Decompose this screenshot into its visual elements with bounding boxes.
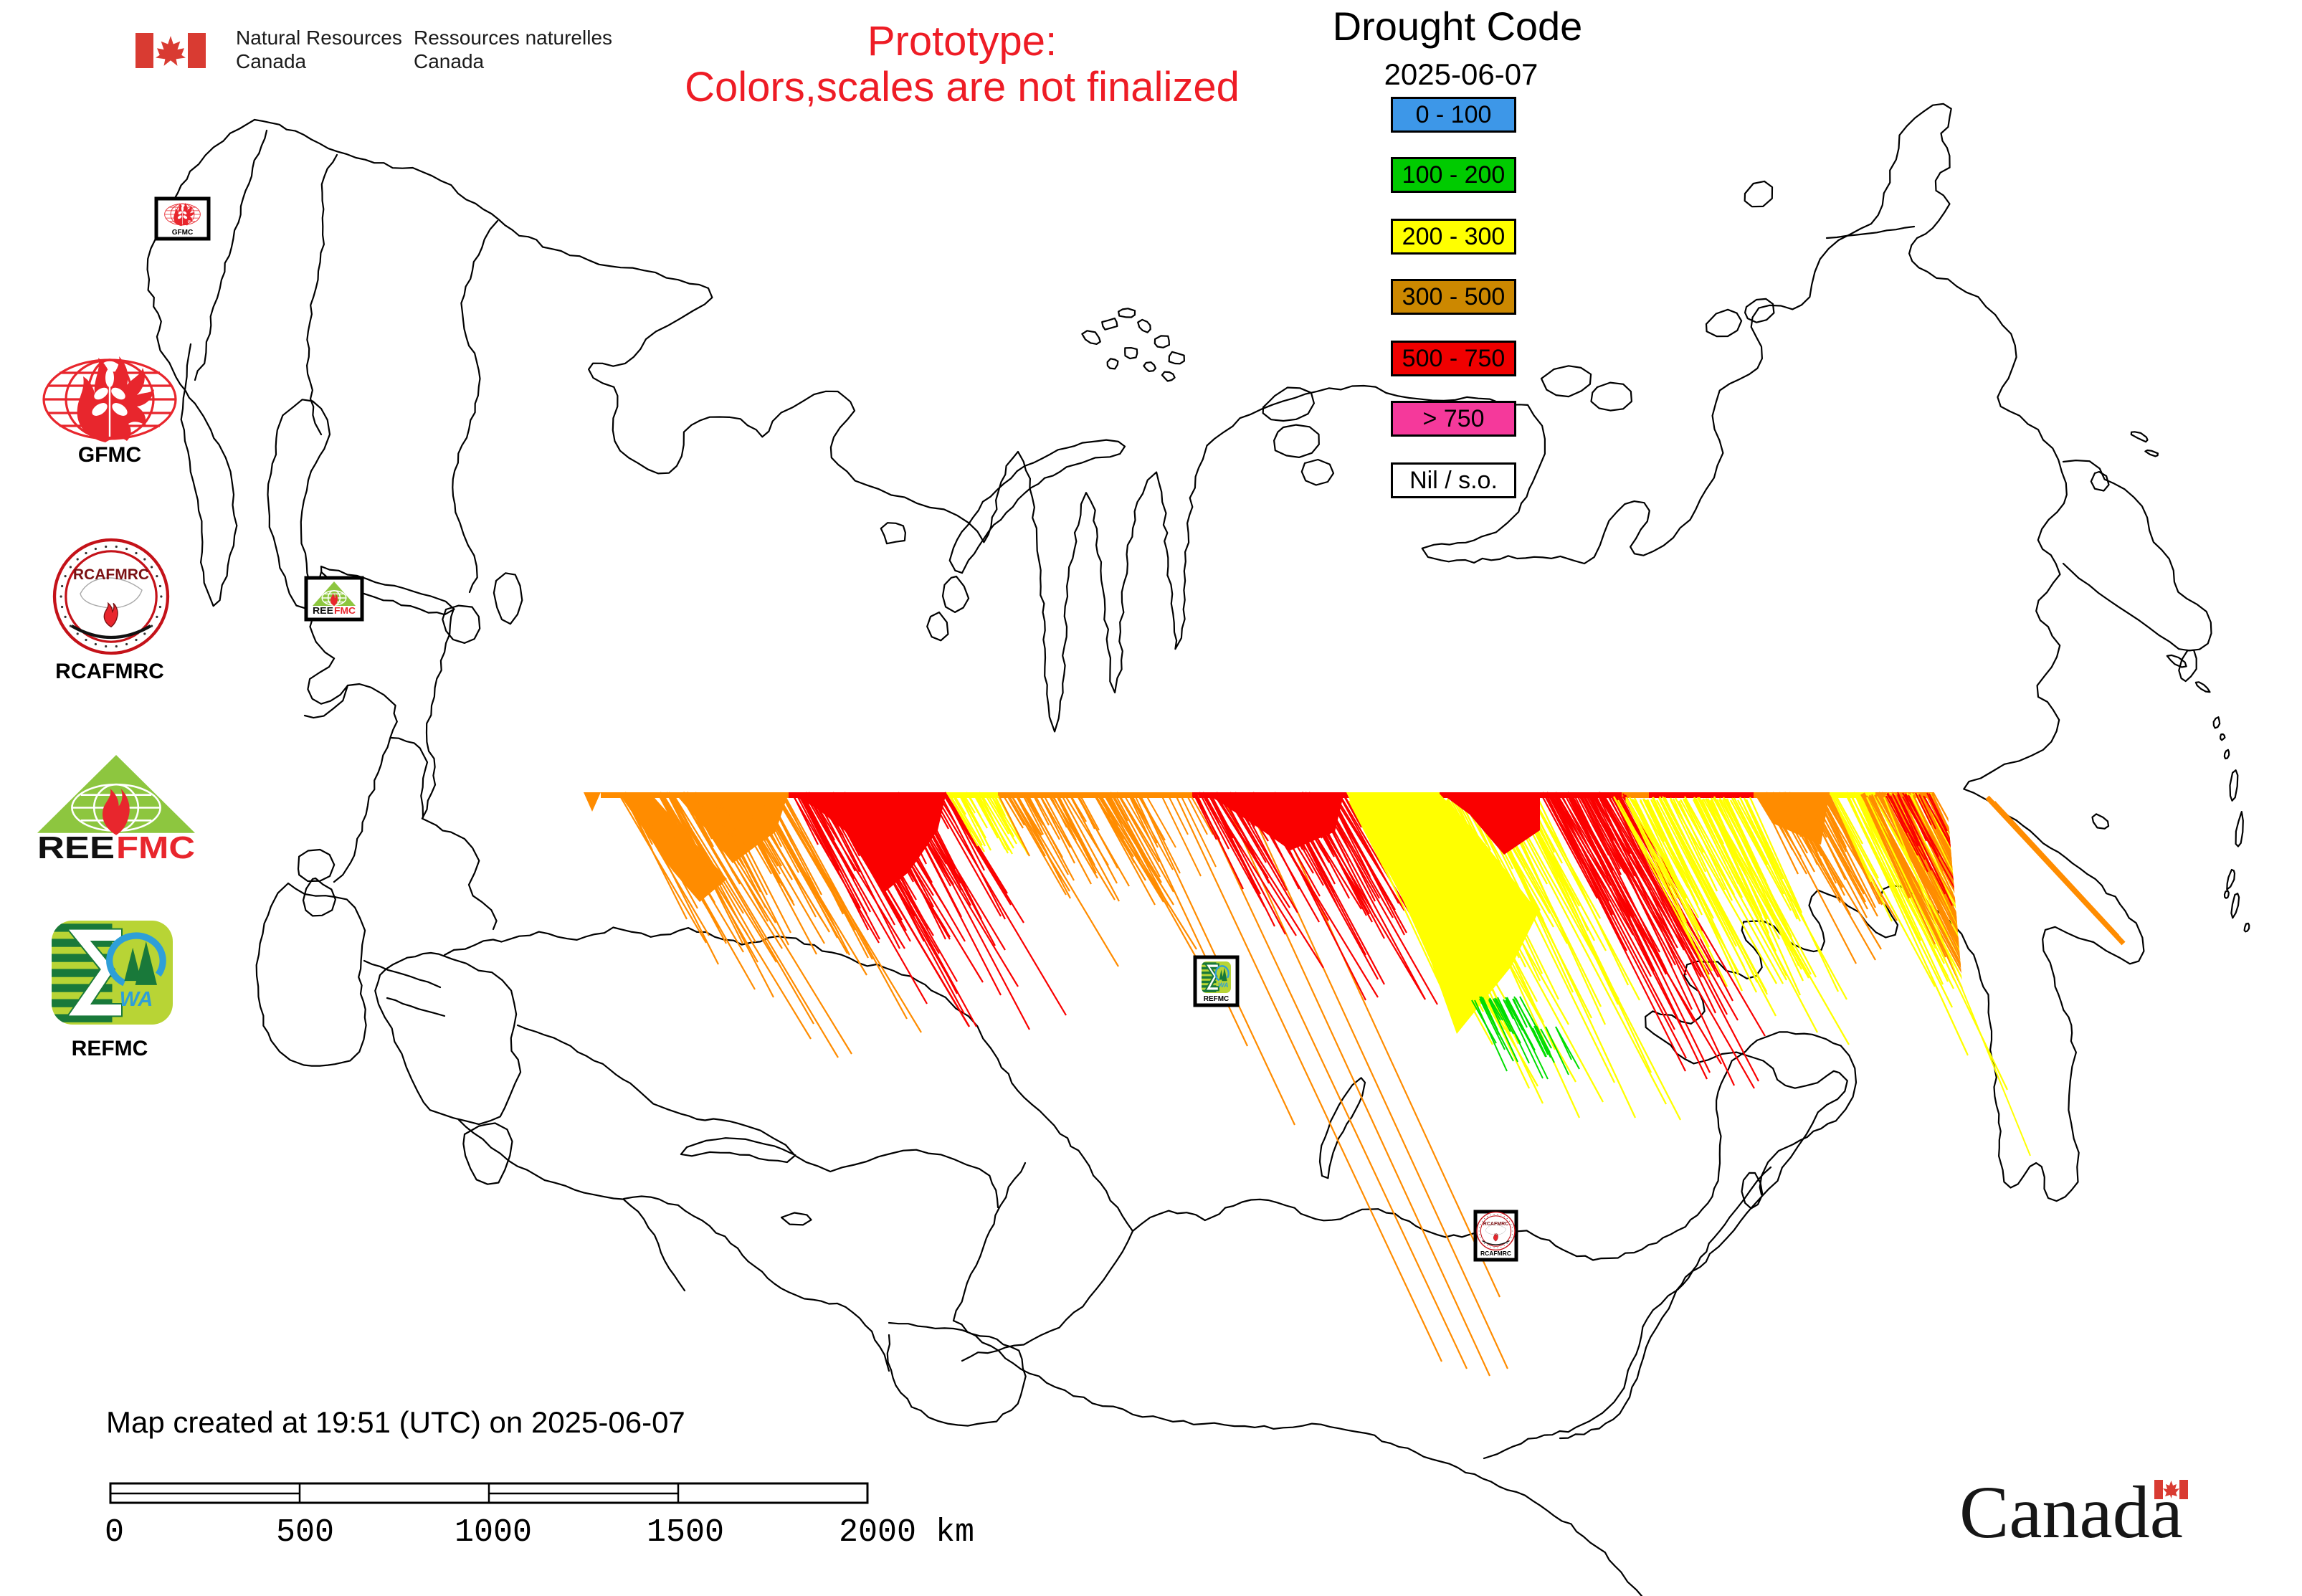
svg-text:RCAFMRC: RCAFMRC	[1480, 1250, 1511, 1257]
svg-text:FMC: FMC	[334, 605, 356, 616]
svg-text:FMC: FMC	[116, 830, 195, 865]
svg-text:GFMC: GFMC	[172, 229, 193, 237]
svg-text:REFMC: REFMC	[1204, 995, 1230, 1003]
svg-text:WA: WA	[1218, 982, 1229, 989]
svg-text:RCAFMRC: RCAFMRC	[73, 566, 149, 583]
svg-text:WA: WA	[120, 988, 153, 1011]
svg-text:Canada: Canada	[1959, 1471, 2183, 1554]
svg-text:RCAFMRC: RCAFMRC	[1483, 1222, 1508, 1227]
svg-text:REE: REE	[313, 605, 333, 616]
svg-text:REE: REE	[37, 830, 115, 865]
